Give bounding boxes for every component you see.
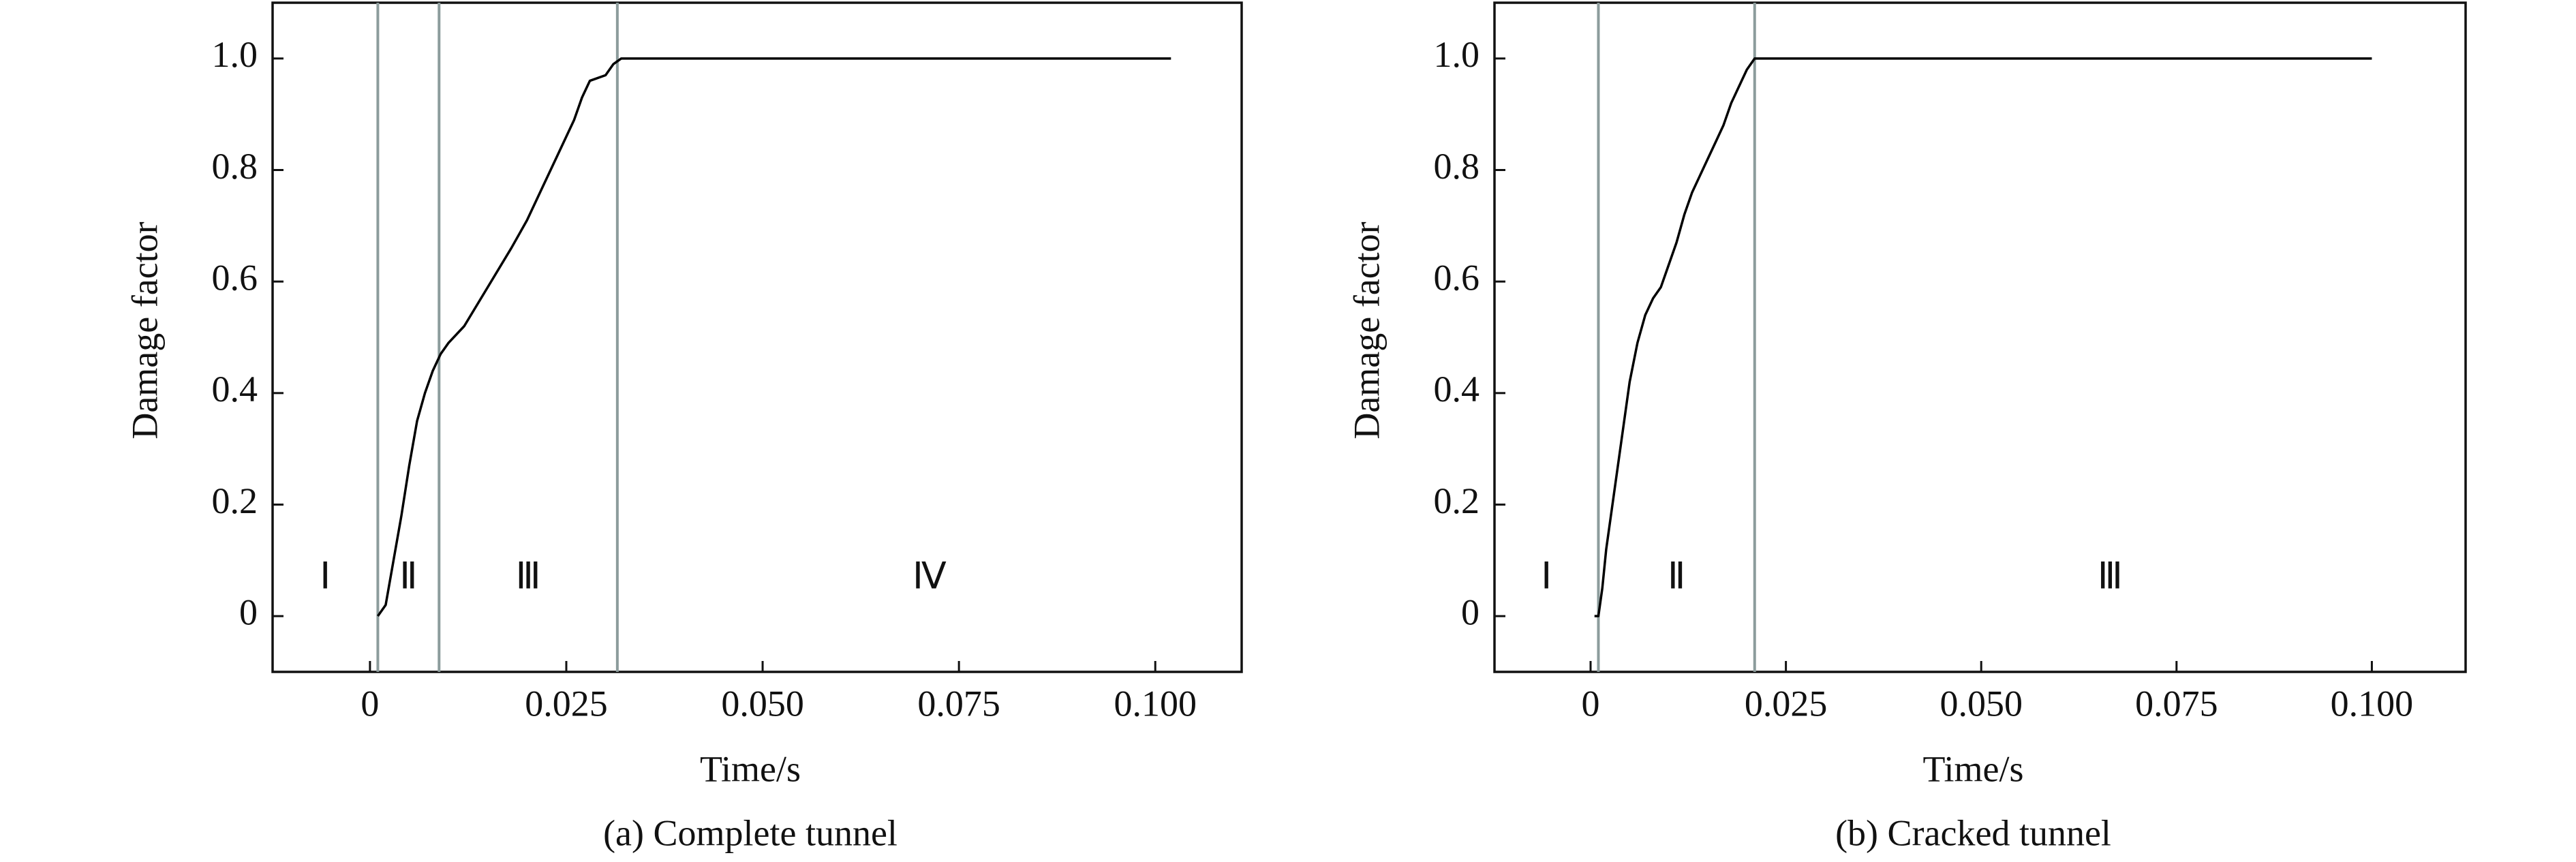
y-tick-label: 0.6 — [212, 258, 258, 298]
x-tick-label: 0.100 — [2331, 683, 2414, 724]
stage-label: Ⅱ — [399, 555, 418, 596]
x-tick-label: 0.025 — [525, 683, 608, 724]
x-tick-label: 0.075 — [2135, 683, 2218, 724]
x-tick-label: 0.050 — [721, 683, 804, 724]
y-tick-label: 0 — [1461, 592, 1479, 633]
y-tick-label: 0.8 — [1434, 146, 1480, 187]
x-tick-label: 0.050 — [1939, 683, 2023, 724]
x-tick-label: 0.075 — [917, 683, 1000, 724]
y-axis-label: Damage factor — [124, 221, 165, 439]
stage-label: Ⅰ — [1541, 555, 1552, 596]
y-tick-label: 0.4 — [1434, 369, 1480, 410]
stage-label: Ⅲ — [515, 555, 540, 596]
y-tick-label: 0.4 — [212, 369, 258, 410]
y-axis-label: Damage factor — [1346, 221, 1387, 439]
plot-frame — [271, 1, 1243, 673]
stage-label: Ⅳ — [913, 555, 947, 596]
y-tick-label: 0.8 — [212, 146, 258, 187]
y-tick-label: 0.2 — [212, 480, 258, 521]
damage-curve — [376, 57, 1171, 617]
x-axis-label: Time/s — [700, 748, 801, 789]
caption: (a) Complete tunnel — [603, 812, 898, 853]
caption: (b) Cracked tunnel — [1835, 812, 2111, 853]
x-tick-label: 0 — [1582, 683, 1600, 724]
stage-label: Ⅲ — [2098, 555, 2123, 596]
x-axis-label: Time/s — [1922, 748, 2023, 789]
y-tick-label: 1.0 — [1434, 34, 1480, 75]
stage-label: Ⅰ — [320, 555, 331, 596]
y-tick-label: 0 — [239, 592, 258, 633]
x-tick-label: 0.025 — [1745, 683, 1828, 724]
x-tick-label: 0 — [361, 683, 379, 724]
y-tick-label: 1.0 — [212, 34, 258, 75]
stage-label: Ⅱ — [1668, 555, 1686, 596]
y-tick-label: 0.2 — [1434, 480, 1480, 521]
damage-curve — [1594, 57, 2372, 617]
plot-frame — [1493, 1, 2467, 673]
y-tick-label: 0.6 — [1434, 258, 1480, 298]
x-tick-label: 0.100 — [1114, 683, 1197, 724]
